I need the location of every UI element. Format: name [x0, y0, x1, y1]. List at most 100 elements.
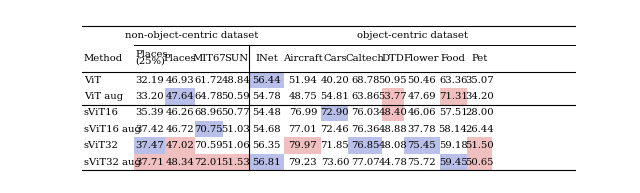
Text: sViT32: sViT32 [84, 141, 119, 150]
Text: 58.14: 58.14 [438, 125, 468, 134]
Bar [440, 88, 467, 105]
Text: MIT67: MIT67 [192, 54, 226, 63]
Text: 56.35: 56.35 [252, 141, 281, 150]
Bar [165, 88, 195, 105]
Text: 75.72: 75.72 [407, 157, 436, 167]
Text: 68.78: 68.78 [351, 75, 380, 85]
Text: sViT16 aug: sViT16 aug [84, 125, 141, 134]
Text: 35.07: 35.07 [465, 75, 494, 85]
Text: 75.45: 75.45 [407, 141, 436, 150]
Bar [284, 137, 321, 154]
Text: 64.78: 64.78 [195, 92, 223, 101]
Bar [165, 137, 195, 154]
Text: Aircraft: Aircraft [283, 54, 323, 63]
Text: 48.40: 48.40 [378, 108, 407, 117]
Text: 47.69: 47.69 [407, 92, 436, 101]
Bar [467, 137, 492, 154]
Text: Cars: Cars [323, 54, 347, 63]
Bar [249, 154, 284, 170]
Text: 32.19: 32.19 [135, 75, 164, 85]
Bar [382, 105, 404, 121]
Text: 51.50: 51.50 [465, 141, 494, 150]
Text: 51.06: 51.06 [221, 141, 250, 150]
Text: 72.01: 72.01 [195, 157, 223, 167]
Text: Method: Method [84, 54, 123, 63]
Text: 46.93: 46.93 [166, 75, 195, 85]
Text: 79.23: 79.23 [289, 157, 317, 167]
Bar [382, 88, 404, 105]
Bar [134, 154, 165, 170]
Text: 61.72: 61.72 [195, 75, 223, 85]
Bar [195, 154, 223, 170]
Bar [348, 137, 382, 154]
Text: 56.44: 56.44 [252, 75, 281, 85]
Text: 48.88: 48.88 [378, 125, 407, 134]
Text: 70.59: 70.59 [195, 141, 223, 150]
Text: Caltech: Caltech [346, 54, 385, 63]
Text: 50.65: 50.65 [465, 157, 493, 167]
Text: Food: Food [441, 54, 465, 63]
Text: 63.86: 63.86 [351, 92, 380, 101]
Text: 46.06: 46.06 [407, 108, 436, 117]
Text: SUN: SUN [224, 54, 248, 63]
Bar [321, 105, 348, 121]
Text: 51.53: 51.53 [221, 157, 250, 167]
Text: sViT32 aug: sViT32 aug [84, 157, 141, 167]
Text: 46.72: 46.72 [166, 125, 195, 134]
Text: 76.03: 76.03 [351, 108, 380, 117]
Text: 57.51: 57.51 [439, 108, 467, 117]
Text: 72.46: 72.46 [321, 125, 349, 134]
Text: 54.81: 54.81 [321, 92, 349, 101]
Text: 59.45: 59.45 [439, 157, 467, 167]
Bar [249, 72, 284, 88]
Text: 51.03: 51.03 [221, 125, 250, 134]
Text: 48.08: 48.08 [378, 141, 407, 150]
Text: Places: Places [164, 54, 196, 63]
Text: 76.36: 76.36 [351, 125, 380, 134]
Text: 50.46: 50.46 [407, 75, 436, 85]
Text: 46.26: 46.26 [166, 108, 195, 117]
Bar [404, 137, 440, 154]
Bar [440, 154, 467, 170]
Bar [134, 137, 165, 154]
Text: ViT aug: ViT aug [84, 92, 123, 101]
Text: 28.00: 28.00 [465, 108, 494, 117]
Text: 56.81: 56.81 [252, 157, 281, 167]
Text: 76.85: 76.85 [351, 141, 380, 150]
Text: 35.39: 35.39 [136, 108, 164, 117]
Bar [165, 154, 195, 170]
Text: 77.07: 77.07 [351, 157, 380, 167]
Text: sViT16: sViT16 [84, 108, 119, 117]
Text: 70.75: 70.75 [195, 125, 223, 134]
Text: 37.71: 37.71 [135, 157, 164, 167]
Text: 48.84: 48.84 [221, 75, 250, 85]
Text: 50.95: 50.95 [378, 75, 407, 85]
Text: 37.42: 37.42 [135, 125, 164, 134]
Text: 33.20: 33.20 [136, 92, 164, 101]
Text: 53.77: 53.77 [378, 92, 407, 101]
Text: 63.36: 63.36 [439, 75, 467, 85]
Bar [223, 154, 249, 170]
Text: object-centric dataset: object-centric dataset [356, 31, 467, 40]
Text: 44.78: 44.78 [378, 157, 407, 167]
Text: 47.64: 47.64 [166, 92, 195, 101]
Text: 71.31: 71.31 [438, 92, 468, 101]
Text: Places: Places [136, 51, 168, 59]
Text: non-object-centric dataset: non-object-centric dataset [125, 31, 258, 40]
Text: 37.78: 37.78 [407, 125, 436, 134]
Text: 79.97: 79.97 [289, 141, 317, 150]
Text: 72.90: 72.90 [321, 108, 349, 117]
Bar [195, 121, 223, 137]
Text: (25%): (25%) [136, 57, 166, 66]
Text: INet: INet [255, 54, 278, 63]
Text: 73.60: 73.60 [321, 157, 349, 167]
Text: 40.20: 40.20 [321, 75, 349, 85]
Text: 68.96: 68.96 [195, 108, 223, 117]
Text: 54.78: 54.78 [252, 92, 281, 101]
Text: Pet: Pet [471, 54, 488, 63]
Text: 59.18: 59.18 [439, 141, 467, 150]
Text: 54.68: 54.68 [252, 125, 281, 134]
Bar [467, 154, 492, 170]
Text: 26.44: 26.44 [465, 125, 494, 134]
Text: 76.99: 76.99 [289, 108, 317, 117]
